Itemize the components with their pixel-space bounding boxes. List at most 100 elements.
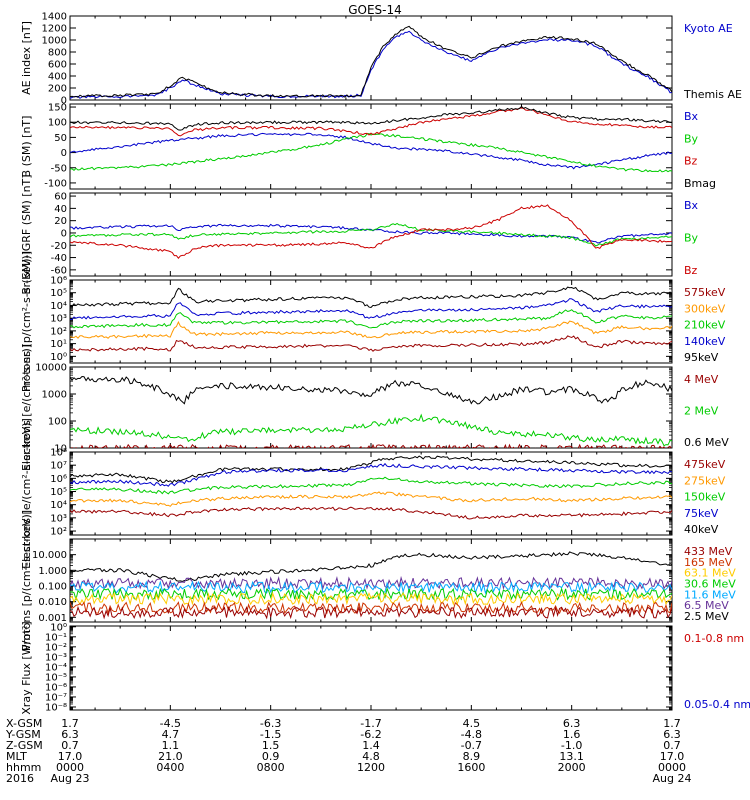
legend-entry: 4 MeV <box>684 373 719 386</box>
legend-entry: Kyoto AE <box>684 22 733 35</box>
y-axis-label: Electrons [e/(cm²-s-sr)] <box>20 344 33 471</box>
legend-entry: 2.5 MeV <box>684 610 729 623</box>
footer-cell: 6.3 <box>563 717 581 730</box>
footer-cell: -6.2 <box>360 728 381 741</box>
legend-entry: 40keV <box>684 523 719 536</box>
series-line-bz <box>70 107 672 137</box>
y-axis-label: B (SM)-IGRF (SM) [nT] <box>20 174 33 294</box>
footer-row-label: MLT <box>6 750 27 763</box>
footer-cell: -1.5 <box>260 728 281 741</box>
legend-entry: 210keV <box>684 319 726 332</box>
y-tick-label: -20 <box>51 241 67 252</box>
series-group <box>70 204 672 259</box>
legend-entry: Bz <box>684 155 698 168</box>
series-group <box>70 551 672 620</box>
footer-cell: 17.0 <box>58 750 83 763</box>
series-line-210kev <box>70 309 672 329</box>
y-tick-label: 100 <box>48 118 67 129</box>
footer-cell: 1.7 <box>61 717 79 730</box>
footer-cell: -4.5 <box>160 717 181 730</box>
panel-frame <box>69 15 673 101</box>
panel-frame <box>69 103 673 190</box>
y-tick-label: 10⁸ <box>50 448 67 459</box>
footer-cell: 0000 <box>56 761 84 774</box>
legend-entry: 6.5 MeV <box>684 599 729 612</box>
y-tick-label: 10⁰ <box>50 622 67 633</box>
series-line-2-5-mev <box>70 551 672 582</box>
y-tick-label: 100 <box>48 417 67 428</box>
legend-entry: Bx <box>684 199 699 212</box>
legend-entry: 475keV <box>684 458 726 471</box>
y-tick-label: 0 <box>61 228 67 239</box>
y-tick-label: 1400 <box>42 12 67 23</box>
y-tick-label: 10⁻³ <box>45 652 67 663</box>
footer-cell: 1.6 <box>563 728 581 741</box>
footer-cell: -6.3 <box>260 717 281 730</box>
series-group <box>70 455 672 520</box>
footer-cell: -1.7 <box>360 717 381 730</box>
legend-entry: 63.1 MeV <box>684 567 736 580</box>
y-tick-label: 150 <box>48 103 67 114</box>
y-tick-label: 10⁻² <box>45 642 67 653</box>
footer-cell: 6.3 <box>61 728 79 741</box>
y-tick-label: 10¹ <box>50 339 67 350</box>
footer-cell: 0.7 <box>663 739 681 752</box>
y-tick-label: 10⁻⁴ <box>45 662 67 673</box>
legend-entry: Bx <box>684 110 699 123</box>
y-tick-label: 800 <box>48 48 67 59</box>
footer-row-label: Z-GSM <box>6 739 43 752</box>
y-tick-label: 10³ <box>50 513 67 524</box>
series-line-0-6-mev <box>70 375 672 405</box>
footer-cell: 8.9 <box>463 750 481 763</box>
legend-entry: By <box>684 232 699 245</box>
legend-entry: Bmag <box>684 177 716 190</box>
y-tick-label: 10² <box>50 326 67 337</box>
y-axis-label: Protons [p/(cm²-s-sr-keV)] <box>20 510 33 651</box>
footer-cell: Aug 23 <box>51 772 90 785</box>
y-tick-label: -40 <box>51 253 67 264</box>
y-axis-label: Protons [p/(cm²-s-sr-keV)] <box>20 251 33 392</box>
footer-cell: 0.9 <box>262 750 280 763</box>
y-tick-label: -100 <box>44 178 67 189</box>
y-tick-label: 10⁴ <box>50 500 67 511</box>
footer-row-label: X-GSM <box>6 717 42 730</box>
legend-entry: 275keV <box>684 474 726 487</box>
series-line-300kev <box>70 320 672 339</box>
y-tick-label: -50 <box>51 163 67 174</box>
footer-cell: 4.7 <box>162 728 180 741</box>
series-line-themis-ae <box>70 25 672 98</box>
legend-entry: 140keV <box>684 335 726 348</box>
footer-cell: 6.3 <box>663 728 681 741</box>
footer-row-label: hhmm <box>6 761 41 774</box>
series-line-40kev <box>70 455 672 484</box>
series-line-575kev <box>70 335 672 352</box>
footer-cell: 4.5 <box>463 717 481 730</box>
footer-cell: 1.4 <box>362 739 380 752</box>
panel-2: -100 -50 0 50 100 150 B (SM) [nT] Bx By Bz Bmag <box>20 103 716 190</box>
series-line-by <box>70 222 672 247</box>
legend-entry: 165 MeV <box>684 556 733 569</box>
footer-cell: 21.0 <box>158 750 183 763</box>
footer-cell: 2000 <box>558 761 586 774</box>
series-line-275kev <box>70 491 672 507</box>
legend-entry: 575keV <box>684 286 726 299</box>
y-tick-label: 50 <box>54 133 67 144</box>
y-tick-label: 0.001 <box>38 613 67 624</box>
series-line-140kev <box>70 298 672 321</box>
series-line-6-5-mev <box>70 575 672 591</box>
y-tick-label: 0.010 <box>38 597 67 608</box>
y-tick-label: 0.100 <box>38 581 67 592</box>
legend-entry: 300keV <box>684 302 726 315</box>
series-group <box>70 375 672 448</box>
y-tick-label: 10⁻⁶ <box>45 682 67 693</box>
panel-6: 10² 10³ 10⁴ 10⁵ 10⁶ 10⁷ 10⁸ Electrons [e/(cm²-s… <box>20 418 726 569</box>
y-tick-label: 10⁰ <box>50 352 67 363</box>
y-tick-label: 10⁵ <box>50 487 67 498</box>
